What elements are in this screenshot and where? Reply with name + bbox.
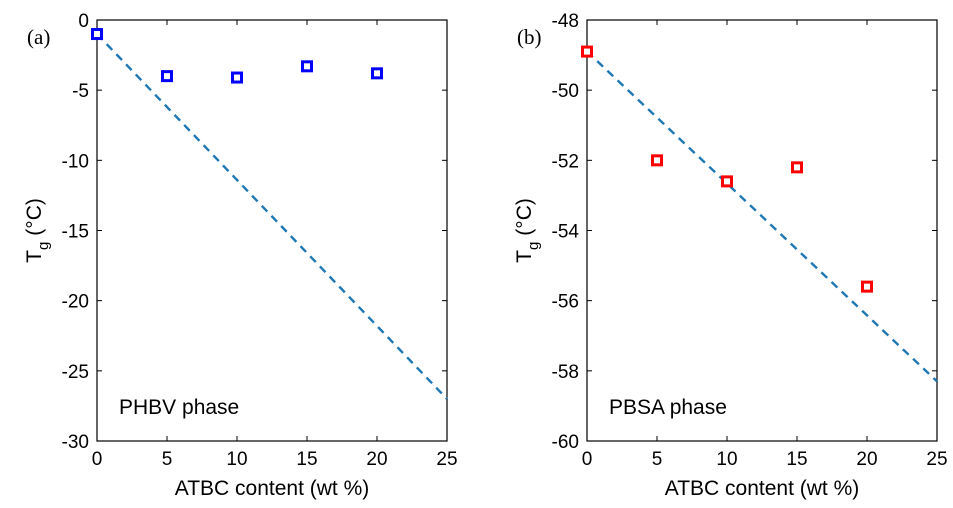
plot-frame	[586, 19, 938, 442]
y-axis-title-subscript: g	[35, 242, 52, 250]
data-point	[91, 28, 103, 41]
y-axis-title-unit: (°C)	[513, 198, 536, 236]
data-point	[861, 280, 873, 293]
y-tick-label: -15	[62, 222, 89, 243]
y-tick-label: -50	[552, 81, 579, 102]
panel-a: 0 5 10 15 20 25 0 -5 -10 -15 -20 -25 -30 ATBC content…	[23, 11, 458, 500]
y-tick-label: -60	[552, 432, 579, 453]
y-tick-label: -48	[552, 11, 579, 32]
y-tick-label: -20	[62, 292, 89, 313]
dashed-fit-line	[96, 33, 448, 400]
data-point	[721, 175, 733, 188]
x-tick-label: 0	[92, 449, 103, 470]
x-tick-label: 5	[162, 449, 173, 470]
y-tick-label: -30	[62, 432, 89, 453]
x-axis-title: ATBC content (wt %)	[175, 477, 370, 500]
y-axis-title-unit: (°C)	[23, 198, 46, 236]
y-axis-title-main: T	[513, 250, 536, 263]
data-point	[301, 60, 313, 73]
dashed-fit-line	[586, 50, 938, 383]
data-point	[581, 45, 593, 58]
x-tick-label: 20	[856, 449, 877, 470]
x-tick-label: 5	[652, 449, 663, 470]
x-tick-label: 10	[716, 449, 737, 470]
x-tick-label: 20	[366, 449, 387, 470]
plot-frame	[96, 19, 448, 442]
x-axis-title: ATBC content (wt %)	[665, 477, 860, 500]
data-point	[371, 67, 383, 80]
y-tick-label: -52	[552, 151, 579, 172]
x-tick-label: 10	[226, 449, 247, 470]
panel-b: 0 5 10 15 20 25 -48 -50 -52 -54 -56 -58 -60 ATBC cont…	[513, 11, 948, 500]
x-tick-label: 25	[436, 449, 457, 470]
x-tick-label: 0	[582, 449, 593, 470]
data-point	[651, 154, 663, 167]
y-axis-title: Tg (°C)	[23, 198, 52, 263]
phase-annotation: PHBV phase	[119, 396, 239, 419]
data-point	[791, 161, 803, 174]
y-tick-label: -5	[72, 81, 89, 102]
panel-label: (a)	[27, 25, 50, 49]
panel-label: (b)	[517, 25, 542, 49]
x-tick-label: 25	[926, 449, 947, 470]
y-tick-label: 0	[78, 11, 89, 32]
x-tick-label: 15	[296, 449, 317, 470]
phase-annotation: PBSA phase	[609, 396, 727, 419]
y-axis-title-main: T	[23, 250, 46, 263]
y-tick-label: -58	[552, 362, 579, 383]
x-tick-label: 15	[786, 449, 807, 470]
y-tick-label: -56	[552, 292, 579, 313]
y-axis-title: Tg (°C)	[513, 198, 542, 263]
y-tick-label: -54	[552, 222, 580, 243]
data-point	[161, 70, 173, 83]
y-axis-title-subscript: g	[525, 242, 542, 250]
data-point	[231, 71, 243, 84]
y-tick-label: -10	[62, 151, 89, 172]
y-tick-label: -25	[62, 362, 89, 383]
